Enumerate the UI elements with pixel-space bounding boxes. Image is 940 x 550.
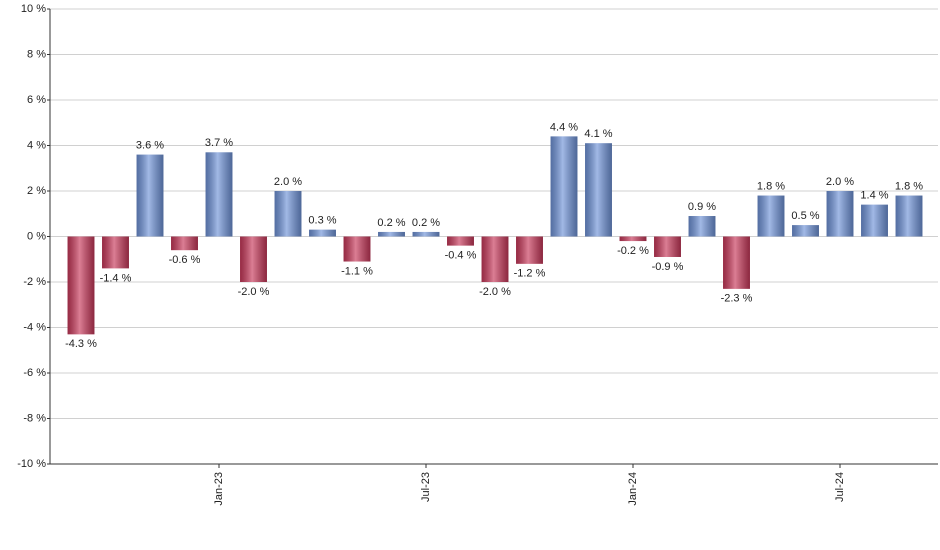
value-label: -1.4 % <box>100 272 132 284</box>
bar-shine <box>412 231 440 237</box>
value-label: -2.3 % <box>721 293 753 305</box>
value-label: 2.0 % <box>274 176 302 188</box>
value-label: 0.3 % <box>308 215 336 227</box>
value-label: 0.2 % <box>377 217 405 229</box>
x-tick-label: Jul-23 <box>420 472 432 502</box>
value-label: 4.4 % <box>550 121 578 133</box>
value-label: -1.2 % <box>514 268 546 280</box>
y-tick-label: -4 % <box>23 321 46 333</box>
value-label: 1.4 % <box>860 190 888 202</box>
value-label: -2.0 % <box>238 286 270 298</box>
bar-shine <box>826 191 854 237</box>
y-tick-label: 8 % <box>27 48 46 60</box>
bar-shine <box>67 236 95 335</box>
value-label: -4.3 % <box>65 338 97 350</box>
x-tick-label: Jan-24 <box>627 472 639 506</box>
y-tick-label: -6 % <box>23 367 46 379</box>
bar-shine <box>585 143 612 237</box>
value-label: -0.6 % <box>169 254 201 266</box>
y-tick-label: -2 % <box>23 276 46 288</box>
value-label: -0.4 % <box>445 250 477 262</box>
bar-shine <box>205 152 233 237</box>
value-label: -0.2 % <box>617 245 649 257</box>
value-label: 2.0 % <box>826 176 854 188</box>
bar-shine <box>481 236 509 282</box>
y-tick-label: -8 % <box>23 412 46 424</box>
value-label: 0.2 % <box>412 217 440 229</box>
x-tick-label: Jan-23 <box>213 472 225 506</box>
x-tick-label: Jul-24 <box>834 472 846 502</box>
y-tick-label: 6 % <box>27 94 46 106</box>
y-tick-label: 2 % <box>27 185 46 197</box>
bar-shine <box>792 225 819 237</box>
bar-shine <box>102 236 129 269</box>
value-label: 3.7 % <box>205 137 233 149</box>
bar-shine <box>240 236 267 282</box>
y-tick-label: 0 % <box>27 230 46 242</box>
bar-shine <box>895 195 923 237</box>
y-tick-label: -10 % <box>17 458 46 470</box>
bar-shine <box>861 204 888 237</box>
value-label: 0.9 % <box>688 201 716 213</box>
value-label: -1.1 % <box>341 265 373 277</box>
y-tick-label: 10 % <box>21 3 46 15</box>
value-label: -2.0 % <box>479 286 511 298</box>
bar-shine <box>723 236 750 289</box>
bar-shine <box>136 154 164 237</box>
bar-shine <box>171 236 198 251</box>
value-label: 4.1 % <box>584 128 612 140</box>
value-label: 0.5 % <box>791 210 819 222</box>
value-label: 3.6 % <box>136 140 164 152</box>
bar-shine <box>447 236 474 246</box>
y-tick-label: 4 % <box>27 139 46 151</box>
bar-shine <box>654 236 681 257</box>
bar-shine <box>757 195 785 237</box>
bar-shine <box>550 136 578 237</box>
bar-shine <box>378 231 405 237</box>
bar-shine <box>516 236 543 264</box>
value-label: 1.8 % <box>757 180 785 192</box>
bar-shine <box>274 191 302 237</box>
value-label: 1.8 % <box>895 180 923 192</box>
bar-shine <box>688 216 716 237</box>
bar-shine <box>619 236 647 242</box>
bar-shine <box>309 229 336 237</box>
value-label: -0.9 % <box>652 261 684 273</box>
bar-shine <box>343 236 371 262</box>
